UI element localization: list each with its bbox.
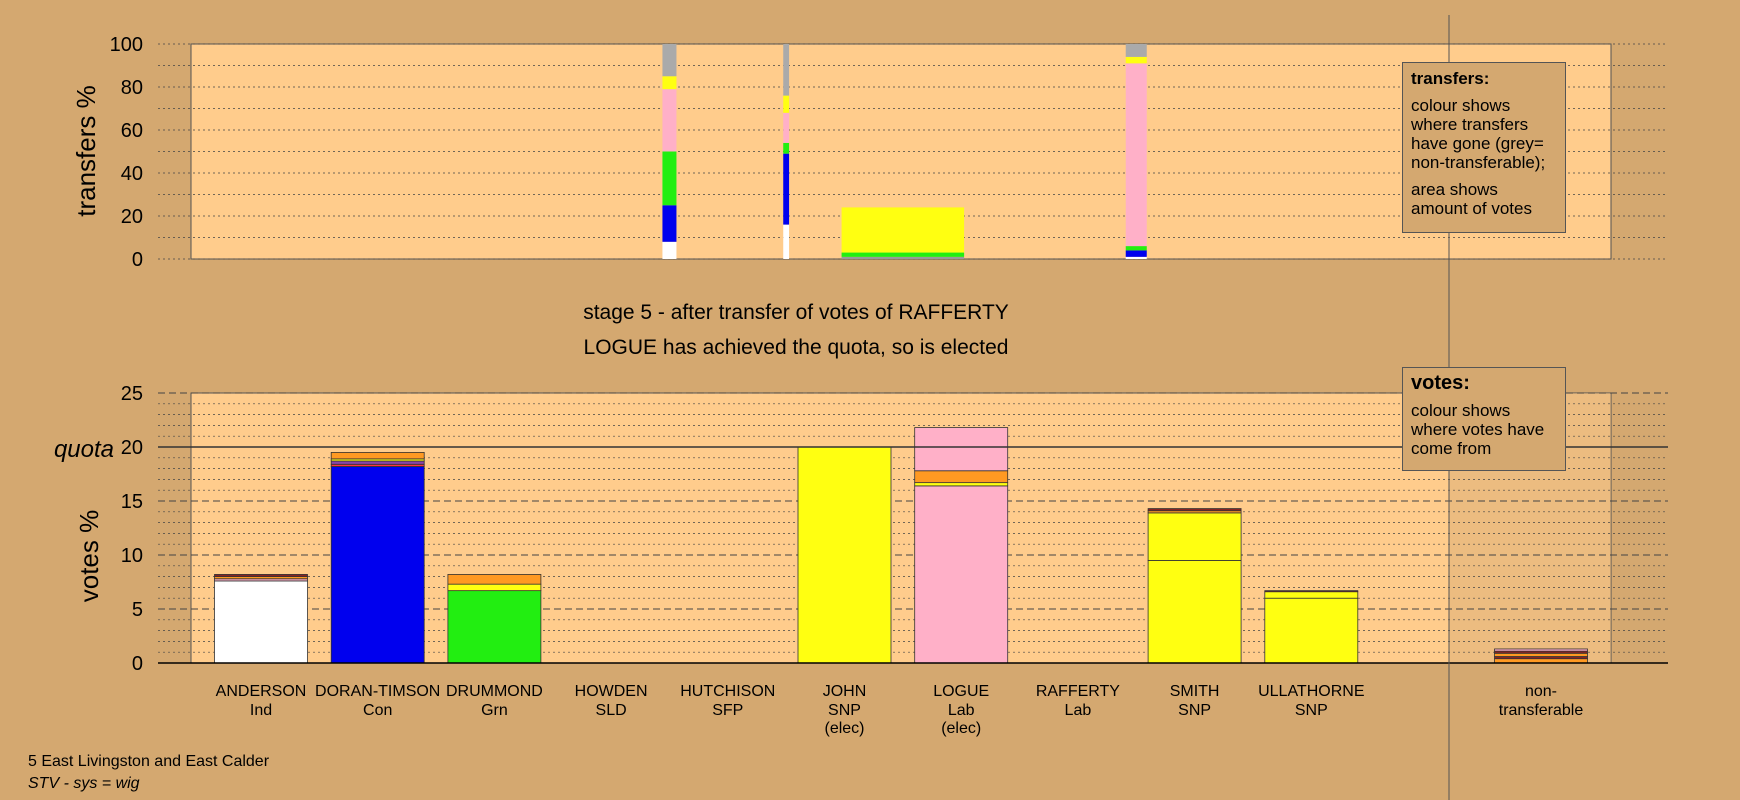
candidate-name: HOWDEN — [575, 683, 648, 700]
vote-bar-segment — [330, 460, 425, 465]
vote-bar-segment — [214, 580, 308, 664]
candidate-labels: ANDERSON Ind DORAN-TIMSON Con DRUMMOND Grn HOW… — [216, 683, 1584, 737]
transfer-bar-segment — [783, 112, 790, 143]
candidate-status: (elec) — [941, 720, 981, 737]
transfers-tick-label: 100 — [110, 34, 143, 56]
transfers-legend: transfers: colour shows where transfers … — [1402, 62, 1566, 233]
transfer-bar-segment — [1125, 256, 1147, 259]
transfer-bar-segment — [783, 142, 790, 154]
transfer-bar-segment — [1125, 44, 1147, 57]
votes-plot-area — [190, 392, 1612, 664]
vote-bar-segment — [447, 583, 542, 592]
vote-bar-segment — [914, 470, 1009, 484]
candidate-name: DRUMMOND — [446, 683, 543, 700]
candidate-name: HUTCHISON — [680, 683, 775, 700]
candidate-party: SNP — [1178, 702, 1211, 719]
footer-system: STV - sys = wig — [28, 775, 140, 792]
candidate-name: ULLATHORNE — [1258, 683, 1364, 700]
nontransferable-bar-segment — [1494, 652, 1588, 657]
candidate-name: LOGUE — [933, 683, 989, 700]
transfer-bar-segment — [1125, 63, 1147, 247]
vote-bar-segment — [447, 574, 542, 585]
transfers-legend-text-1: colour shows where transfers have gone (… — [1411, 96, 1546, 172]
transfers-tick-label: 40 — [121, 163, 143, 185]
transfers-tick-label: 20 — [121, 206, 143, 228]
votes-tick-label: 25 — [121, 383, 143, 405]
transfer-bar-segment — [662, 241, 677, 259]
candidate-name: RAFFERTY — [1036, 683, 1120, 700]
transfers-tick-label: 60 — [121, 120, 143, 142]
vote-bar-segment — [914, 427, 1009, 472]
vote-bar-segment — [1264, 597, 1359, 664]
transfer-bar-segment — [662, 44, 677, 77]
vote-bar-segment — [330, 451, 425, 460]
transfers-y-axis-label: transfers % — [71, 85, 101, 217]
transfer-bar-segment — [783, 153, 790, 225]
votes-y-ticks: 0 5 10 15 20 25 — [121, 383, 143, 675]
transfer-bar-segment — [841, 207, 965, 253]
votes-tick-label: 15 — [121, 491, 143, 513]
votes-legend-title: votes: — [1411, 372, 1470, 394]
vote-bar-segment — [797, 446, 892, 664]
transfer-bar-segment — [783, 95, 790, 113]
transfer-bar-segment — [662, 151, 677, 206]
candidate-name: JOHN — [823, 683, 867, 700]
candidate-party: Con — [363, 702, 392, 719]
transfer-bar-segment — [1125, 250, 1147, 257]
candidate-party: SLD — [596, 702, 627, 719]
vote-bar-segment — [330, 466, 425, 664]
candidate-party: Ind — [250, 702, 272, 719]
vote-bar-segment — [1147, 508, 1242, 512]
transfer-bar-segment — [1125, 56, 1147, 64]
transfers-y-ticks: 0 20 40 60 80 100 — [110, 34, 143, 271]
candidate-name: ANDERSON — [216, 683, 307, 700]
transfer-bars — [662, 44, 1147, 259]
transfers-legend-text-2: area shows amount of votes — [1411, 180, 1532, 218]
stage-text: stage 5 - after transfer of votes of RAF… — [583, 301, 1009, 324]
vote-bar-segment — [1147, 560, 1242, 664]
vote-bar-segment — [1264, 590, 1359, 593]
transfer-bar-segment — [662, 76, 677, 90]
quota-label: quota — [54, 436, 114, 463]
nontransferable-label-2: transferable — [1499, 702, 1584, 719]
candidate-name: SMITH — [1170, 683, 1220, 700]
elected-text: LOGUE has achieved the quota, so is elec… — [584, 336, 1009, 359]
vote-bar-segment — [1264, 591, 1359, 599]
transfer-bar-segment — [841, 252, 965, 257]
vote-bar-segment — [1147, 512, 1242, 561]
candidate-party: SNP — [1295, 702, 1328, 719]
transfer-bar-segment — [662, 205, 677, 242]
vote-bar-segment — [214, 574, 308, 578]
nontransferable-bar-segment — [1494, 648, 1588, 652]
transfer-bar-segment — [841, 256, 965, 259]
vote-bar-segment — [914, 485, 1009, 664]
footer-ward: 5 East Livingston and East Calder — [28, 753, 270, 770]
candidate-party: Lab — [948, 702, 975, 719]
votes-y-axis-label: votes % — [74, 510, 104, 603]
votes-tick-label: 0 — [132, 653, 143, 675]
candidate-party: SNP — [828, 702, 861, 719]
candidate-status: (elec) — [824, 720, 864, 737]
votes-tick-label: 20 — [121, 437, 143, 459]
vote-bar-segment — [447, 590, 542, 664]
transfer-bar-segment — [783, 44, 790, 96]
candidate-name: DORAN-TIMSON — [315, 683, 440, 700]
votes-legend: votes: colour shows where votes have com… — [1402, 367, 1566, 471]
transfers-tick-label: 0 — [132, 249, 143, 271]
candidate-party: Lab — [1065, 702, 1092, 719]
transfers-tick-label: 80 — [121, 77, 143, 99]
transfers-legend-title: transfers: — [1411, 69, 1490, 88]
nontransferable-label: non- — [1525, 683, 1557, 700]
transfer-bar-segment — [662, 89, 677, 152]
candidate-party: Grn — [481, 702, 508, 719]
vote-bars — [214, 427, 1588, 664]
votes-legend-text: colour shows where votes have come from — [1411, 401, 1545, 458]
votes-tick-label: 5 — [132, 599, 143, 621]
candidate-party: SFP — [712, 702, 743, 719]
vote-bar-segment — [914, 482, 1009, 487]
transfer-bar-segment — [783, 224, 790, 259]
transfer-bar-segment — [1125, 246, 1147, 251]
votes-tick-label: 10 — [121, 545, 143, 567]
